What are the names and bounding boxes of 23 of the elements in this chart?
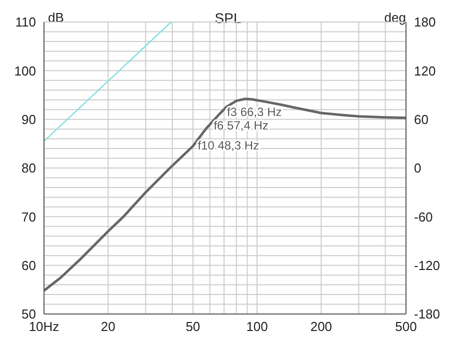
y-tick-label: 70 [22, 209, 36, 224]
y2-tick-label: -120 [414, 258, 440, 273]
annotation: f3 66,3 Hz [227, 104, 282, 119]
y2-tick-label: -180 [414, 306, 440, 322]
y-tick-label: 110 [15, 14, 36, 30]
x-tick-label: 500 [395, 319, 417, 334]
y-tick-label: 60 [22, 258, 36, 273]
y-tick-label: 90 [22, 112, 36, 127]
x-tick-label: 10Hz [28, 319, 60, 334]
y2-tick-label: -60 [414, 209, 433, 224]
x-tick-label: 200 [310, 319, 332, 334]
y-tick-label: 50 [22, 306, 36, 322]
y2-tick-label: 60 [414, 112, 428, 127]
y2-tick-label: 0 [414, 160, 422, 176]
x-tick-label: 20 [100, 319, 116, 334]
annotation: f10 48,3 Hz [198, 138, 260, 152]
y-tick-label: 100 [14, 63, 36, 78]
x-tick-label: 100 [246, 319, 268, 334]
y2-tick-label: 120 [414, 63, 436, 78]
x-tick-label: 50 [186, 319, 200, 334]
annotation: f6 57,4 Hz [214, 118, 268, 132]
y2-tick-label: 180 [414, 14, 436, 30]
y-tick-label: 80 [22, 160, 36, 176]
